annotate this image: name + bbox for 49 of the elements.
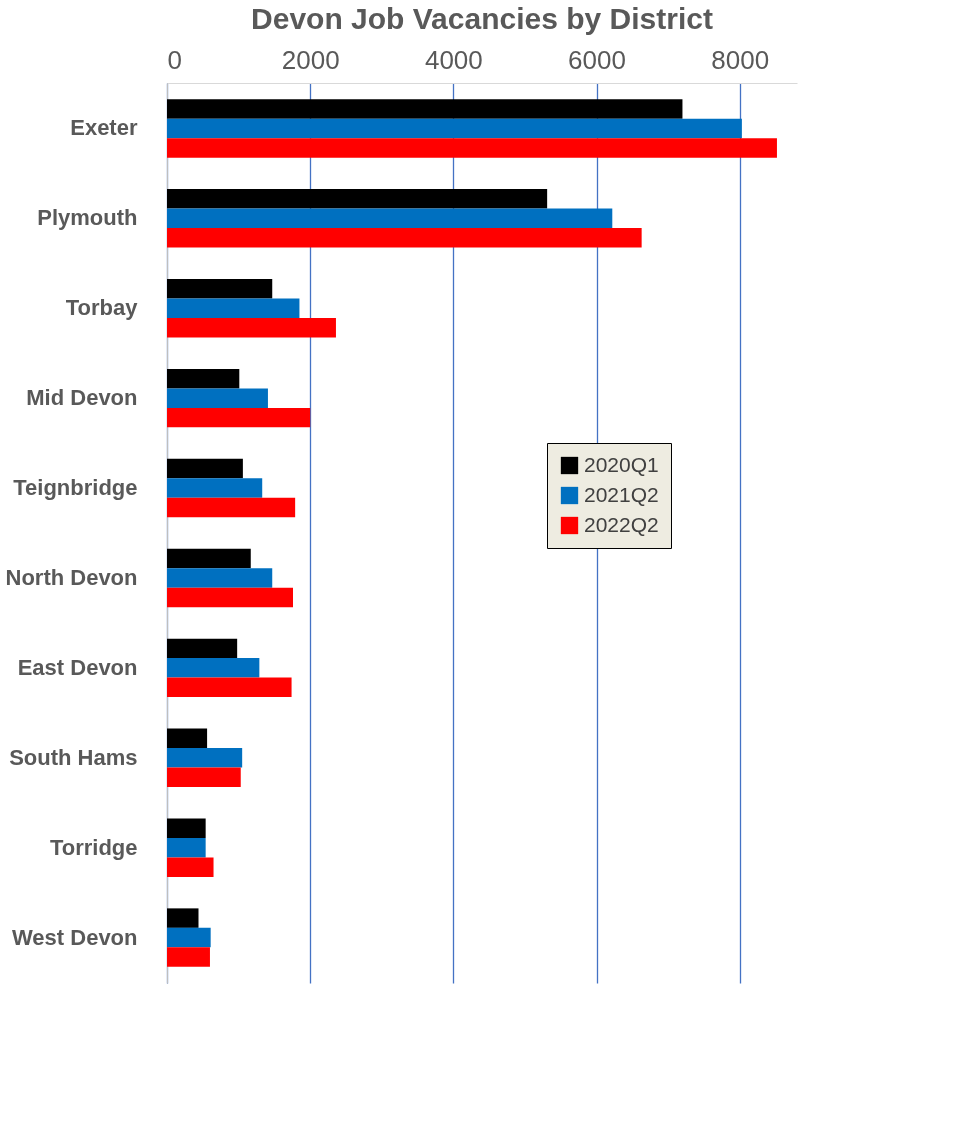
bar	[167, 947, 210, 967]
bar	[167, 857, 214, 877]
bar	[167, 767, 241, 787]
bar	[167, 728, 208, 749]
bar	[167, 497, 296, 518]
bar	[167, 638, 238, 659]
y-tick-label: West Devon	[11, 924, 138, 950]
y-tick-label: North Devon	[5, 564, 138, 590]
bar	[167, 478, 263, 498]
bar	[167, 388, 268, 408]
bar	[167, 658, 260, 678]
bar	[167, 458, 243, 479]
bar	[167, 568, 273, 588]
legend-label: 2020Q1	[584, 452, 659, 476]
bar	[167, 298, 300, 318]
bar	[167, 228, 642, 248]
bar	[167, 837, 206, 858]
bar	[167, 118, 742, 139]
bar	[167, 189, 548, 209]
x-tick-label: 2000	[281, 44, 340, 75]
y-tick-label: Torridge	[49, 834, 138, 860]
y-tick-label: Teignbridge	[13, 475, 138, 501]
x-tick-label: 0	[167, 44, 182, 75]
x-tick-label: 8000	[711, 44, 770, 75]
y-tick-label: Exeter	[70, 115, 138, 141]
bar	[167, 818, 206, 838]
legend-label: 2021Q2	[584, 482, 659, 506]
bar	[167, 279, 273, 299]
bar	[167, 548, 251, 569]
y-tick-label: Mid Devon	[26, 385, 138, 411]
bar	[167, 748, 243, 768]
bar	[167, 208, 613, 229]
y-tick-label: Plymouth	[37, 205, 138, 231]
bar	[167, 138, 777, 158]
bar	[167, 927, 211, 948]
x-tick-label: 4000	[424, 44, 483, 75]
legend-label: 2022Q2	[584, 512, 659, 536]
y-tick-label: South Hams	[9, 744, 138, 770]
bar	[167, 908, 199, 928]
y-tick-label: Torbay	[65, 295, 139, 321]
bar	[167, 677, 292, 698]
bar	[167, 587, 293, 608]
bar	[167, 99, 683, 119]
bar	[167, 407, 311, 428]
bar	[167, 368, 240, 389]
y-tick-label: East Devon	[17, 654, 138, 680]
x-tick-label: 6000	[568, 44, 626, 75]
chart-title: Devon Job Vacancies by District	[251, 2, 713, 35]
bar	[167, 317, 336, 338]
